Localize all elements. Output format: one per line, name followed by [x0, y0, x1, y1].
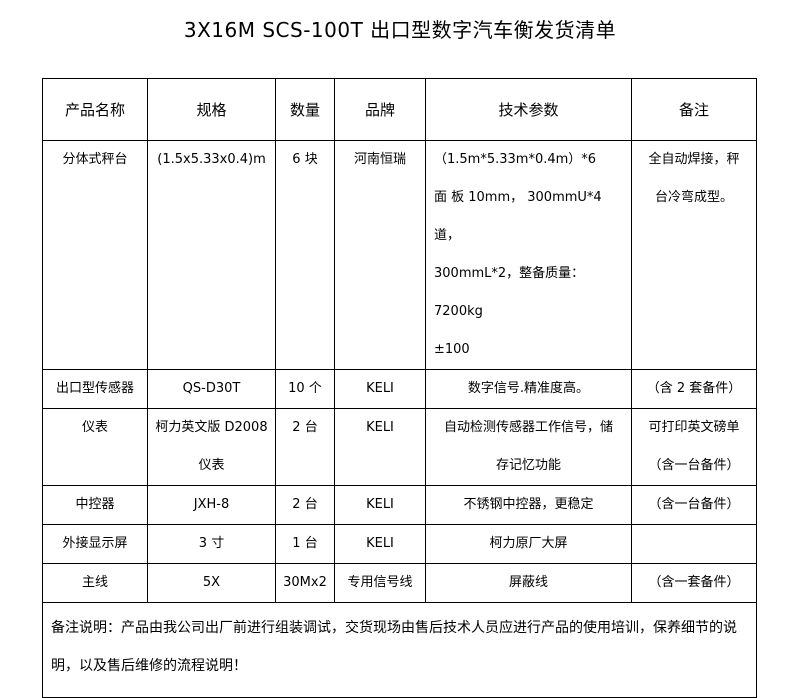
cell-note: 全自动焊接，秤 台冷弯成型。: [631, 140, 757, 370]
cell-line: (1.5x5.33x0.4)m: [157, 152, 266, 167]
cell-brand: 河南恒瑞: [334, 140, 426, 370]
cell-tech: （1.5m*5.33m*0.4m）*6 面 板 10mm， 300mmU*4 道，…: [425, 140, 632, 370]
cell-line: 可打印英文磅单: [648, 420, 740, 435]
cell-brand: KELI: [334, 369, 426, 409]
cell-name: 出口型传感器: [42, 369, 148, 409]
cell-qty: 2 台: [275, 408, 335, 486]
cell-line: 河南恒瑞: [353, 152, 406, 167]
cell-note: （含 2 套备件）: [631, 369, 757, 409]
cell-tech: 自动检测传感器工作信号，储 存记忆功能: [425, 408, 632, 486]
header-cell: 数量: [275, 78, 335, 141]
cell-line: 屏蔽线: [508, 575, 548, 590]
cell-line: KELI: [366, 381, 394, 396]
cell-line: 1 台: [292, 536, 318, 551]
table-row: 主线 5X 30Mx2 专用信号线 屏蔽线 （含一套备件）: [42, 563, 757, 603]
cell-line: JXH-8: [193, 497, 230, 512]
cell-line: （含一套备件）: [648, 575, 740, 590]
cell-line: 面 板 10mm， 300mmU*4 道，: [434, 190, 602, 243]
cell-spec: 5X: [147, 563, 276, 603]
cell-qty: 10 个: [275, 369, 335, 409]
cell-note: （含一台备件）: [631, 485, 757, 525]
cell-name: 中控器: [42, 485, 148, 525]
cell-line: KELI: [366, 536, 394, 551]
cell-line: ±100: [434, 342, 470, 357]
remark-row: 备注说明：产品由我公司出厂前进行组装调试，交货现场由售后技术人员应进行产品的使用…: [42, 602, 757, 698]
cell-line: 主线: [81, 575, 108, 590]
cell-line: 2 台: [292, 497, 318, 512]
cell-note: [631, 524, 757, 564]
cell-line: 仪表: [81, 420, 108, 435]
cell-brand: 专用信号线: [334, 563, 426, 603]
shipping-list-table: 产品名称 规格 数量 品牌 技术参数 备注 分体式秤台 (1.5x5.33x0.4…: [42, 78, 757, 698]
cell-brand: KELI: [334, 408, 426, 486]
cell-qty: 1 台: [275, 524, 335, 564]
cell-line: 2 台: [292, 420, 318, 435]
remark-text: 备注说明：产品由我公司出厂前进行组装调试，交货现场由售后技术人员应进行产品的使用…: [42, 602, 757, 698]
cell-spec: (1.5x5.33x0.4)m: [147, 140, 276, 370]
cell-brand: KELI: [334, 524, 426, 564]
cell-line: 10 个: [288, 381, 322, 396]
cell-note: （含一套备件）: [631, 563, 757, 603]
cell-qty: 2 台: [275, 485, 335, 525]
table-row: 出口型传感器 QS-D30T 10 个 KELI 数字信号.精准度高。 （含 2 套备件）: [42, 369, 757, 409]
cell-note: 可打印英文磅单 （含一台备件）: [631, 408, 757, 486]
header-cell: 备注: [631, 78, 757, 141]
cell-line: QS-D30T: [182, 381, 241, 396]
cell-line: 30Mx2: [283, 575, 327, 590]
cell-brand: KELI: [334, 485, 426, 525]
cell-line: 柯力英文版 D2008: [155, 420, 268, 435]
header-row: 产品名称 规格 数量 品牌 技术参数 备注: [42, 78, 757, 141]
cell-line: 出口型传感器: [55, 381, 134, 396]
cell-qty: 6 块: [275, 140, 335, 370]
table-row: 仪表 柯力英文版 D2008 仪表 2 台 KELI 自动检测传感器工作信号，储 存记忆功能…: [42, 408, 757, 486]
cell-line: （含 2 套备件）: [646, 381, 742, 396]
cell-line: 不锈钢中控器，更稳定: [463, 497, 594, 512]
cell-line: KELI: [366, 497, 394, 512]
table-row: 分体式秤台 (1.5x5.33x0.4)m 6 块 河南恒瑞 （1.5m*5.33m*0…: [42, 140, 757, 370]
cell-spec: 柯力英文版 D2008 仪表: [147, 408, 276, 486]
cell-spec: 3 寸: [147, 524, 276, 564]
cell-line: （含一台备件）: [648, 458, 740, 473]
header-cell: 规格: [147, 78, 276, 141]
cell-name: 外接显示屏: [42, 524, 148, 564]
cell-line: 外接显示屏: [62, 536, 128, 551]
header-cell: 产品名称: [42, 78, 148, 141]
cell-qty: 30Mx2: [275, 563, 335, 603]
cell-line: 仪表: [198, 458, 225, 473]
cell-line: 专用信号线: [347, 575, 413, 590]
cell-spec: JXH-8: [147, 485, 276, 525]
table-row: 中控器 JXH-8 2 台 KELI 不锈钢中控器，更稳定 （含一台备件）: [42, 485, 757, 525]
cell-tech: 数字信号.精准度高。: [425, 369, 632, 409]
table-row: 外接显示屏 3 寸 1 台 KELI 柯力原厂大屏: [42, 524, 757, 564]
cell-tech: 柯力原厂大屏: [425, 524, 632, 564]
cell-line: 台冷弯成型。: [654, 190, 733, 205]
cell-name: 分体式秤台: [42, 140, 148, 370]
cell-line: 数字信号.精准度高。: [467, 381, 590, 396]
header-cell: 技术参数: [425, 78, 632, 141]
cell-line: 3 寸: [198, 536, 225, 551]
cell-line: 6 块: [292, 152, 318, 167]
cell-line: 自动检测传感器工作信号，储: [443, 420, 613, 435]
cell-line: KELI: [366, 420, 394, 435]
cell-line: 分体式秤台: [62, 152, 128, 167]
cell-line: 中控器: [75, 497, 115, 512]
header-cell: 品牌: [334, 78, 426, 141]
cell-line: 300mmL*2，整备质量：7200kg: [434, 266, 585, 319]
cell-name: 仪表: [42, 408, 148, 486]
cell-line: [635, 525, 753, 563]
cell-spec: QS-D30T: [147, 369, 276, 409]
cell-name: 主线: [42, 563, 148, 603]
cell-line: 全自动焊接，秤: [648, 152, 740, 167]
cell-line: 柯力原厂大屏: [489, 536, 568, 551]
cell-line: （含一台备件）: [648, 497, 740, 512]
cell-line: （1.5m*5.33m*0.4m）*6: [434, 152, 597, 167]
cell-tech: 屏蔽线: [425, 563, 632, 603]
cell-line: 5X: [202, 575, 221, 590]
cell-line: 存记忆功能: [495, 458, 561, 473]
cell-tech: 不锈钢中控器，更稳定: [425, 485, 632, 525]
document-title: 3X16M SCS-100T 出口型数字汽车衡发货清单: [183, 18, 617, 42]
